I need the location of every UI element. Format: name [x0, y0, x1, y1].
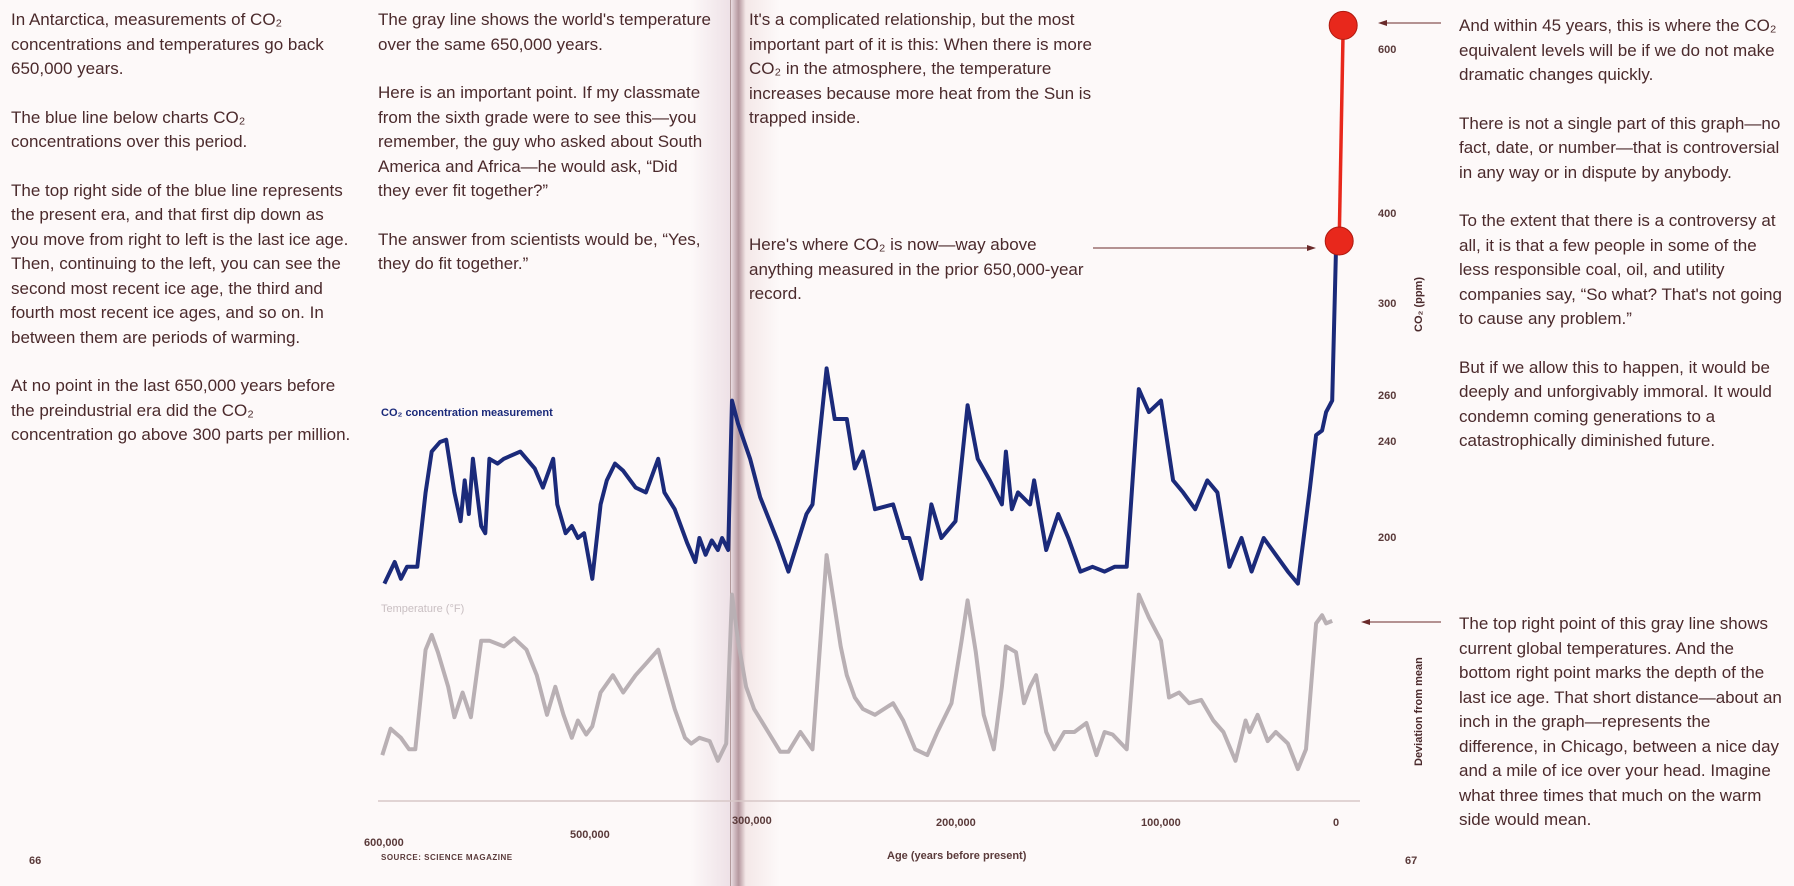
- paragraph: To the extent that there is a controvers…: [1459, 211, 1782, 328]
- y-tick-400: 400: [1378, 208, 1397, 220]
- temperature-line: [380, 553, 1333, 772]
- paragraph: In Antarctica, measurements of CO₂ conce…: [11, 10, 324, 78]
- x-axis-label: Age (years before present): [887, 850, 1027, 862]
- text-column-1: In Antarctica, measurements of CO₂ conce…: [11, 8, 355, 472]
- text-column-4: And within 45 years, this is where the C…: [1459, 14, 1789, 478]
- temperature-series-label: Temperature (°F): [381, 603, 465, 615]
- x-tick-0: 0: [1333, 817, 1340, 829]
- x-tick-600000: 600,000: [364, 837, 404, 849]
- y-tick-300: 300: [1378, 298, 1397, 310]
- page-number-right: 67: [1405, 855, 1418, 867]
- text-column-3: It's a complicated relationship, but the…: [749, 8, 1094, 155]
- paragraph: And within 45 years, this is where the C…: [1459, 16, 1777, 84]
- x-tick-100000: 100,000: [1141, 817, 1181, 829]
- paragraph: The top right point of this gray line sh…: [1459, 614, 1782, 829]
- source-credit: SOURCE: SCIENCE MAGAZINE: [381, 853, 513, 862]
- co2-future-marker: [1328, 10, 1358, 40]
- x-tick-500000: 500,000: [570, 829, 610, 841]
- co2-now-annotation: Here's where CO₂ is now—way above anythi…: [749, 233, 1094, 331]
- paragraph: It's a complicated relationship, but the…: [749, 10, 1092, 127]
- paragraph: At no point in the last 650,000 years be…: [11, 376, 351, 444]
- y-axis-label-co2: CO₂ (ppm): [1413, 277, 1425, 332]
- paragraph: There is not a single part of this graph…: [1459, 113, 1781, 182]
- paragraph: Here's where CO₂ is now—way above anythi…: [749, 235, 1084, 303]
- now-arrow-head: [1307, 245, 1316, 251]
- y-axis-label-deviation: Deviation from mean: [1413, 657, 1425, 766]
- paragraph: The top right side of the blue line repr…: [11, 180, 349, 347]
- temperature-arrow-head: [1361, 619, 1370, 625]
- co2-now-marker: [1324, 226, 1354, 256]
- paragraph: But if we allow this to happen, it would…: [1459, 357, 1772, 451]
- future-arrow-head: [1378, 20, 1387, 26]
- x-tick-300000: 300,000: [732, 815, 772, 827]
- projection-line: [1337, 25, 1345, 242]
- co2-series-label: CO₂ concentration measurement: [381, 407, 553, 419]
- paragraph: The answer from scientists would be, “Ye…: [378, 229, 701, 274]
- page-number-left: 66: [29, 855, 42, 867]
- y-tick-240: 240: [1378, 436, 1397, 448]
- x-tick-200000: 200,000: [936, 817, 976, 829]
- paragraph: Here is an important point. If my classm…: [378, 83, 703, 200]
- y-tick-600: 600: [1378, 44, 1397, 56]
- text-column-2: The gray line shows the world's temperat…: [378, 8, 713, 301]
- y-tick-200: 200: [1378, 532, 1397, 544]
- co2-line: [382, 240, 1339, 586]
- temperature-annotation: The top right point of this gray line sh…: [1459, 612, 1789, 857]
- paragraph: The blue line below charts CO₂ concentra…: [11, 107, 248, 152]
- y-tick-260: 260: [1378, 390, 1397, 402]
- paragraph: The gray line shows the world's temperat…: [378, 10, 712, 54]
